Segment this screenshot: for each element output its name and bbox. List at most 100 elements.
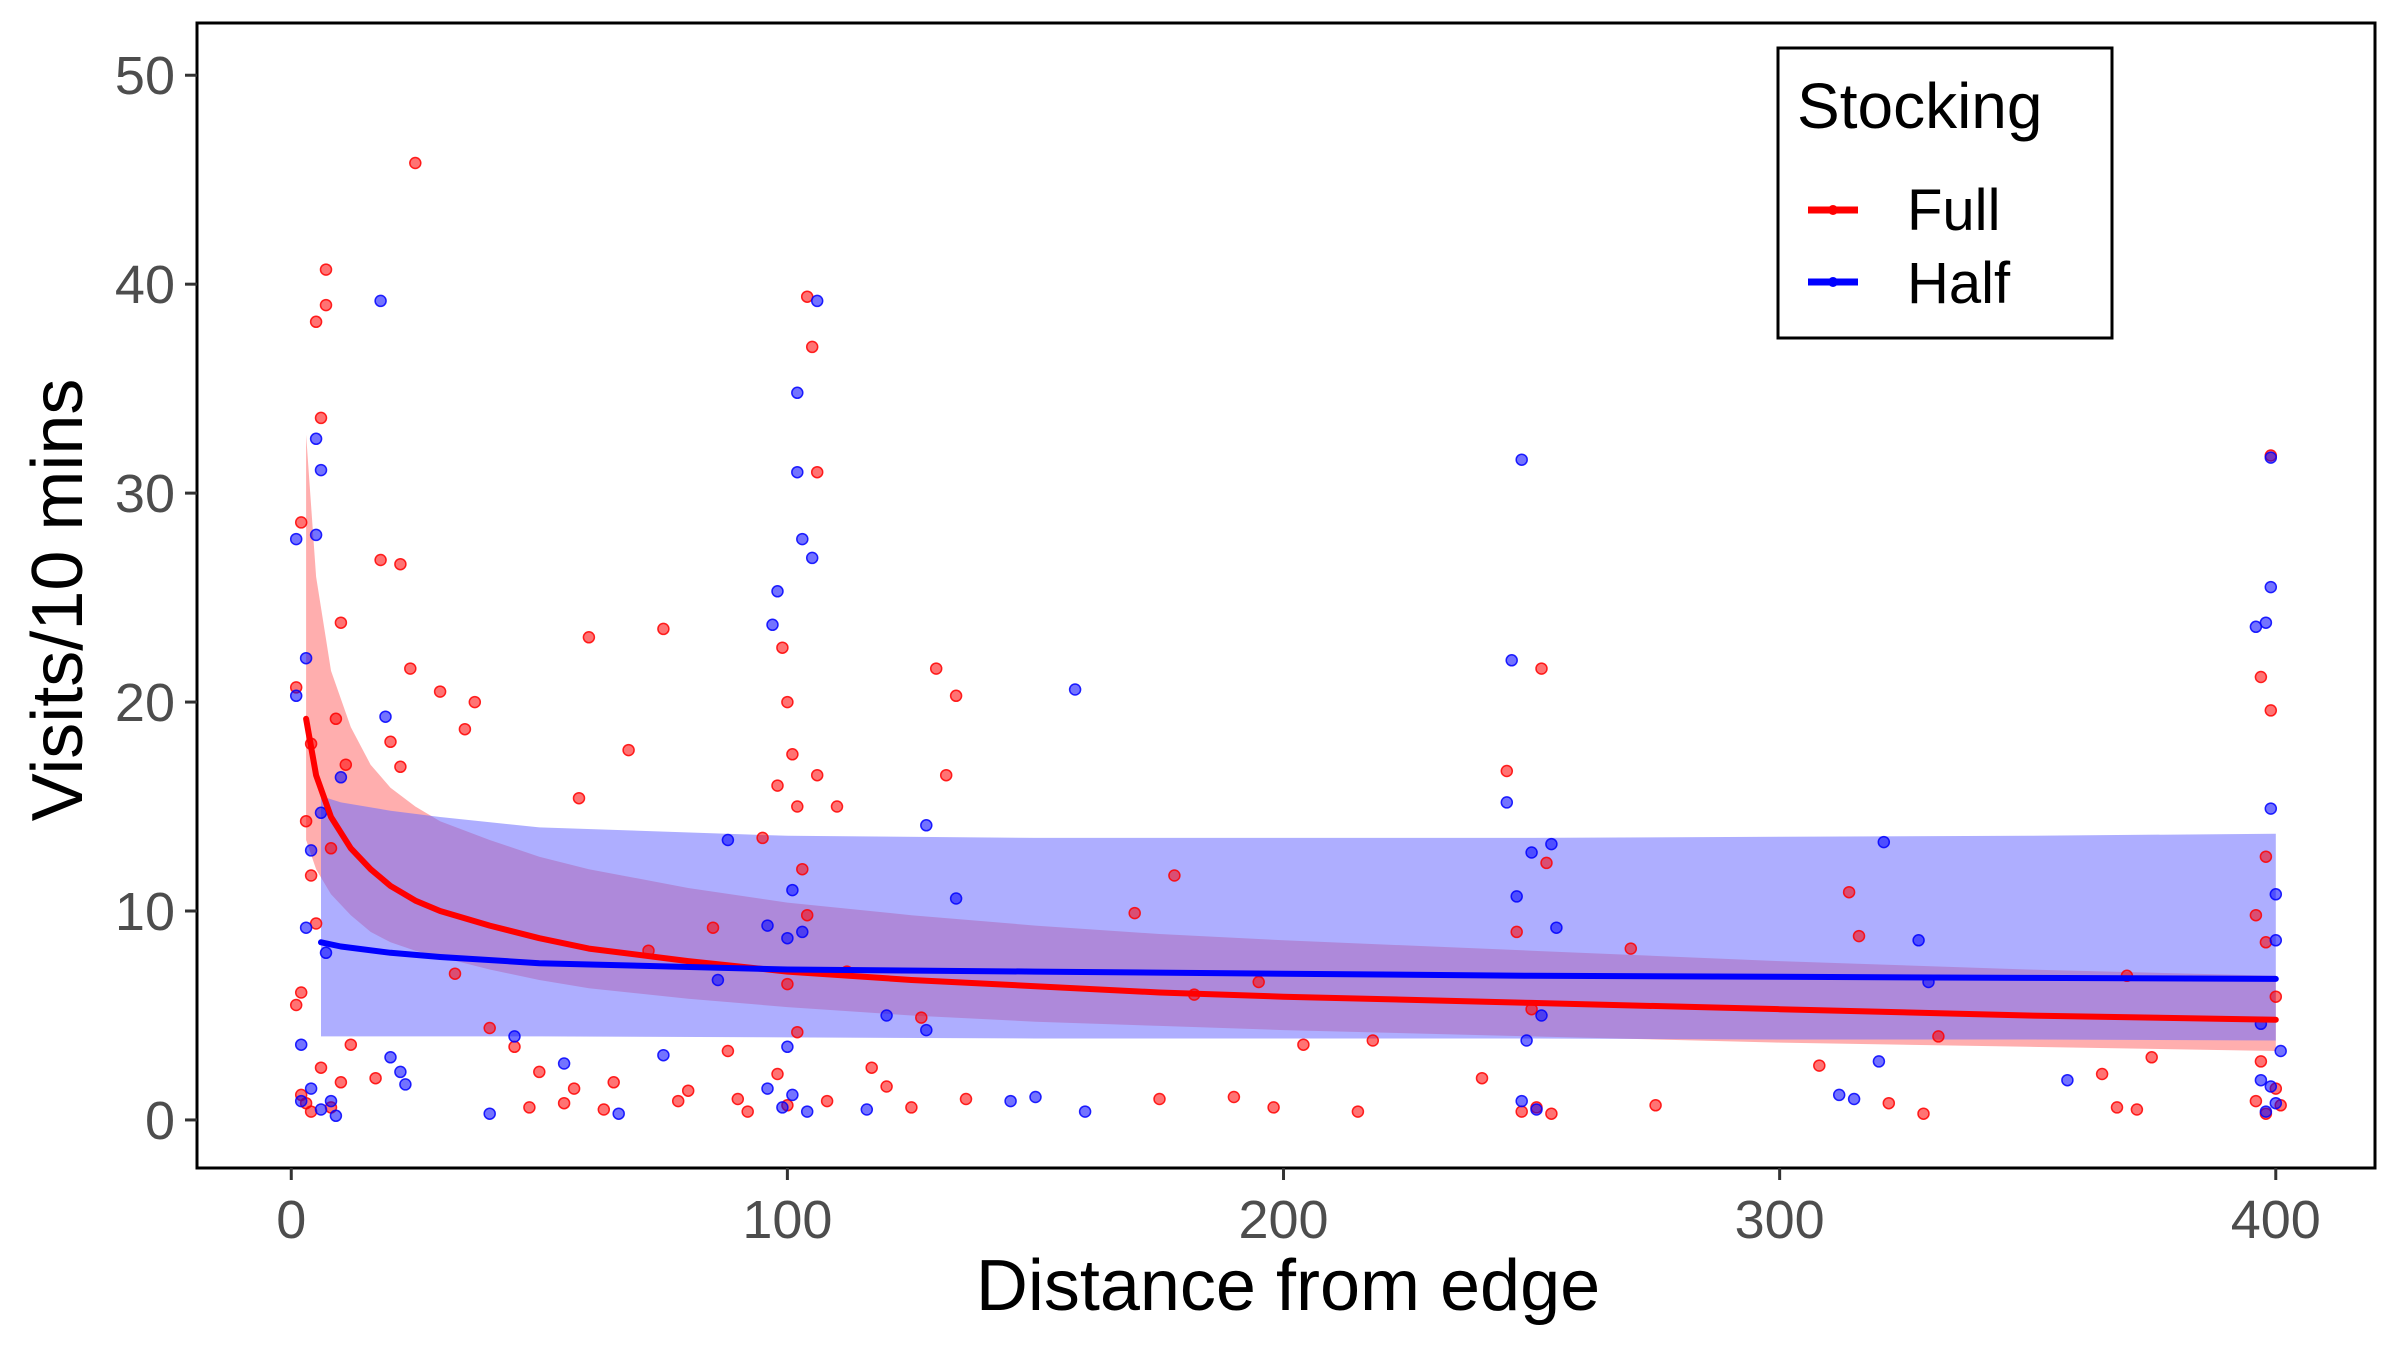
data-point-full (731, 1092, 745, 1106)
x-tick-label: 0 (276, 1190, 306, 1250)
data-point-full (339, 758, 353, 771)
legend-title: Stocking (1797, 70, 2042, 142)
data-point-full (2254, 670, 2268, 684)
y-tick-label: 10 (115, 882, 175, 942)
data-point-full (791, 800, 804, 813)
data-point-half (711, 973, 725, 987)
data-point-half (1912, 934, 1925, 947)
data-point-half (2264, 802, 2278, 815)
fit-lines (303, 715, 2279, 1023)
data-point-full (786, 748, 799, 761)
data-point-full (458, 722, 472, 736)
data-point-full (776, 641, 789, 654)
data-point-full (314, 411, 328, 425)
legend: Stocking Full Half (1776, 46, 2114, 340)
data-point-half (2269, 1096, 2283, 1110)
data-point-full (533, 1065, 546, 1079)
data-point-half (1535, 1009, 1548, 1022)
data-point-full (319, 298, 333, 312)
data-point-full (741, 1105, 754, 1118)
data-point-half (1068, 683, 1082, 696)
data-point-full (2254, 1055, 2268, 1068)
x-tick-label: 400 (2231, 1190, 2321, 1250)
data-point-full (483, 1021, 496, 1035)
data-point-half (1520, 1034, 1533, 1047)
data-point-full (1649, 1099, 1662, 1112)
data-point-half (771, 585, 784, 598)
data-point-full (523, 1101, 536, 1114)
data-point-half (309, 432, 323, 446)
data-point-half (374, 294, 387, 308)
data-point-half (949, 892, 963, 905)
data-point-half (508, 1030, 521, 1043)
data-point-half (1029, 1090, 1042, 1104)
data-point-half (721, 833, 735, 847)
data-point-full (721, 1044, 735, 1058)
data-point-full (820, 1094, 834, 1108)
data-point-full (1128, 906, 1141, 920)
data-point-half (557, 1057, 571, 1070)
data-point-half (786, 1088, 799, 1102)
data-point-half (776, 1101, 789, 1114)
data-point-full (304, 869, 318, 882)
data-point-full (1515, 1105, 1528, 1118)
data-point-half (2264, 1080, 2278, 1093)
data-point-full (796, 862, 809, 876)
data-point-full (2264, 704, 2278, 717)
legend-box (1776, 46, 2114, 340)
data-point-full (1882, 1096, 1896, 1110)
legend-entry-half: Half (1808, 251, 2011, 316)
data-point-full (334, 616, 348, 629)
data-point-full (1917, 1107, 1930, 1120)
data-point-half (399, 1078, 412, 1091)
data-point-full (880, 1080, 893, 1093)
data-point-half (657, 1048, 670, 1062)
data-point-full (810, 768, 824, 782)
data-point-half (860, 1103, 874, 1116)
data-point-full (915, 1011, 928, 1024)
data-point-full (1510, 925, 1523, 939)
data-point-full (468, 695, 482, 709)
data-point-half (2274, 1044, 2287, 1058)
y-axis-label: Visits/10 mins (18, 379, 98, 822)
data-point-half (304, 1082, 318, 1095)
data-point-full (706, 921, 720, 934)
data-point-full (2145, 1051, 2158, 1064)
data-point-full (329, 712, 343, 726)
data-point-full (1813, 1059, 1826, 1072)
data-point-half (1515, 1094, 1528, 1108)
data-point-half (800, 1105, 814, 1118)
data-point-half (761, 919, 774, 932)
plot-panel-border (195, 21, 2377, 1170)
x-axis: 0 100 200 300 400 (276, 1168, 2321, 1250)
data-point-full (319, 263, 333, 276)
data-point-half (1505, 654, 1518, 667)
data-point-half (289, 532, 303, 546)
data-point-half (2269, 888, 2283, 901)
data-point-full (409, 156, 422, 170)
y-tick-label: 50 (115, 46, 175, 106)
y-tick-label: 40 (115, 255, 175, 315)
data-point-full (309, 315, 323, 329)
data-point-full (2130, 1103, 2144, 1116)
data-point-full (572, 791, 586, 805)
data-point-full (334, 1076, 348, 1089)
data-point-half (1004, 1094, 1017, 1108)
data-point-full (1366, 1034, 1380, 1047)
data-point-full (781, 977, 794, 991)
data-point-full (1351, 1105, 1365, 1118)
data-point-full (508, 1040, 521, 1054)
data-point-full (567, 1082, 581, 1095)
data-point-half (1872, 1055, 1886, 1068)
data-point-half (1525, 846, 1538, 859)
x-tick-label: 300 (1735, 1190, 1825, 1250)
data-point-full (1252, 975, 1265, 989)
data-point-full (2249, 908, 2263, 922)
data-point-half (2259, 616, 2273, 629)
data-point-half (920, 1023, 933, 1037)
data-point-full (289, 998, 303, 1012)
data-point-half (796, 925, 809, 939)
data-point-full (1153, 1092, 1166, 1106)
data-point-full (2259, 850, 2273, 863)
data-point-half (324, 1094, 338, 1108)
